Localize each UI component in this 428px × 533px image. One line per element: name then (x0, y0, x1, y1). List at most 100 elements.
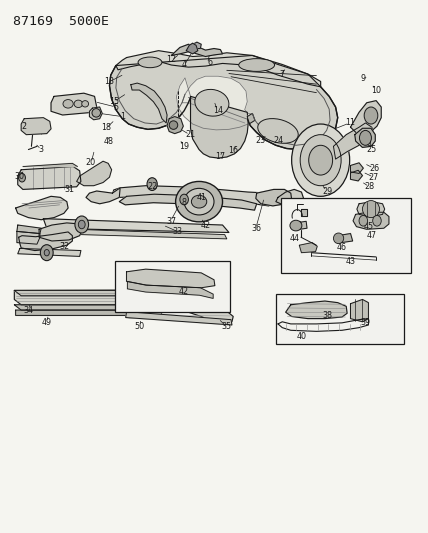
Text: 49: 49 (42, 318, 52, 327)
Text: 19: 19 (179, 142, 189, 151)
Polygon shape (278, 319, 369, 332)
Ellipse shape (300, 135, 341, 185)
Polygon shape (15, 290, 163, 296)
Text: 33: 33 (173, 228, 183, 237)
Polygon shape (15, 290, 163, 305)
Text: 45: 45 (363, 222, 374, 231)
Ellipse shape (180, 194, 188, 205)
Text: 41: 41 (196, 193, 206, 202)
Text: 10: 10 (371, 85, 381, 94)
Ellipse shape (169, 121, 178, 130)
Text: 22: 22 (147, 182, 157, 191)
Polygon shape (18, 248, 81, 256)
Text: 42: 42 (200, 221, 211, 230)
Polygon shape (351, 163, 363, 173)
Text: 27: 27 (369, 173, 379, 182)
Ellipse shape (258, 119, 298, 143)
Text: 24: 24 (273, 136, 283, 145)
Polygon shape (16, 196, 68, 220)
Text: 48: 48 (103, 137, 113, 146)
Polygon shape (296, 221, 307, 230)
Polygon shape (17, 231, 40, 244)
Ellipse shape (239, 59, 275, 71)
Ellipse shape (291, 124, 350, 196)
Polygon shape (110, 55, 338, 150)
Polygon shape (301, 209, 307, 216)
Polygon shape (351, 101, 381, 135)
Polygon shape (256, 189, 291, 206)
Polygon shape (171, 44, 223, 56)
Polygon shape (119, 194, 257, 210)
Text: 36: 36 (252, 224, 262, 233)
Ellipse shape (184, 188, 214, 215)
Text: 43: 43 (292, 221, 302, 230)
Text: 14: 14 (213, 106, 223, 115)
Polygon shape (186, 43, 198, 54)
Ellipse shape (373, 215, 381, 226)
Ellipse shape (364, 107, 378, 124)
Polygon shape (247, 114, 255, 124)
Ellipse shape (195, 90, 229, 116)
Text: 42: 42 (179, 287, 189, 296)
Polygon shape (89, 107, 102, 120)
FancyBboxPatch shape (276, 294, 404, 344)
Text: 28: 28 (365, 182, 375, 191)
Text: 25: 25 (367, 145, 377, 154)
Ellipse shape (147, 177, 157, 190)
Text: 8: 8 (181, 198, 187, 207)
Ellipse shape (40, 245, 53, 261)
Polygon shape (16, 310, 162, 316)
Text: 46: 46 (337, 244, 347, 253)
Polygon shape (190, 96, 248, 158)
Text: 12: 12 (166, 55, 176, 63)
Ellipse shape (92, 109, 101, 117)
Polygon shape (17, 225, 41, 233)
Polygon shape (44, 228, 227, 239)
Ellipse shape (44, 249, 49, 256)
Polygon shape (77, 161, 112, 185)
Polygon shape (21, 118, 51, 135)
Text: 1: 1 (120, 112, 125, 121)
Ellipse shape (309, 146, 333, 175)
Text: 29: 29 (322, 187, 332, 196)
Text: 3: 3 (39, 145, 44, 154)
Text: 30: 30 (15, 172, 25, 181)
Polygon shape (176, 76, 255, 130)
Polygon shape (338, 233, 353, 243)
Ellipse shape (333, 233, 344, 244)
Text: 44: 44 (290, 234, 300, 243)
Text: 7: 7 (279, 70, 285, 78)
Polygon shape (18, 232, 72, 251)
Text: 37: 37 (166, 217, 176, 226)
Text: 5: 5 (113, 102, 119, 111)
Text: 21: 21 (185, 130, 196, 139)
Ellipse shape (18, 173, 25, 182)
Polygon shape (86, 188, 120, 204)
Polygon shape (39, 223, 83, 241)
Polygon shape (128, 281, 213, 298)
FancyBboxPatch shape (115, 261, 230, 312)
Polygon shape (333, 123, 374, 159)
Text: 6: 6 (207, 59, 212, 67)
Ellipse shape (290, 220, 302, 231)
FancyBboxPatch shape (281, 198, 411, 273)
Text: 17: 17 (215, 152, 226, 161)
Ellipse shape (363, 200, 380, 217)
Text: 26: 26 (369, 164, 379, 173)
Polygon shape (353, 212, 389, 229)
Ellipse shape (191, 195, 207, 208)
Polygon shape (126, 312, 232, 325)
Ellipse shape (138, 57, 162, 68)
Polygon shape (15, 305, 163, 310)
Polygon shape (116, 51, 321, 87)
Ellipse shape (360, 131, 372, 146)
Polygon shape (351, 300, 369, 322)
Polygon shape (113, 185, 278, 206)
Ellipse shape (359, 215, 368, 226)
Text: 34: 34 (24, 305, 33, 314)
Text: 39: 39 (360, 318, 371, 327)
Text: 4: 4 (181, 60, 187, 69)
Ellipse shape (82, 101, 89, 107)
Polygon shape (167, 117, 183, 134)
Text: 40: 40 (297, 332, 306, 341)
